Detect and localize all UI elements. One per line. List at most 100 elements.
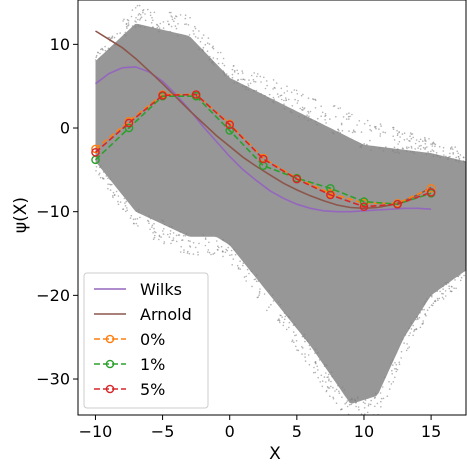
scatter-point	[392, 381, 395, 383]
scatter-point	[375, 127, 377, 130]
scatter-point	[310, 118, 312, 121]
scatter-point	[394, 362, 396, 364]
scatter-point	[314, 99, 317, 101]
scatter-point	[337, 384, 339, 387]
scatter-point	[223, 74, 226, 76]
scatter-point	[233, 69, 236, 72]
scatter-point	[416, 316, 419, 318]
scatter-point	[455, 287, 457, 290]
scatter-point	[364, 402, 366, 405]
scatter-point	[135, 17, 137, 19]
scatter-point	[363, 143, 366, 145]
scatter-point	[202, 46, 205, 49]
scatter-point	[144, 13, 146, 15]
scatter-point	[198, 242, 200, 245]
scatter-point	[149, 217, 152, 220]
scatter-point	[426, 146, 428, 148]
scatter-point	[247, 85, 250, 87]
scatter-point	[223, 71, 225, 74]
scatter-point	[117, 195, 120, 197]
scatter-point	[357, 406, 360, 408]
scatter-point	[339, 107, 342, 109]
scatter-point	[207, 37, 210, 39]
series-point	[426, 183, 436, 193]
scatter-point	[301, 346, 303, 348]
scatter-point	[304, 340, 306, 343]
scatter-point	[125, 210, 127, 213]
scatter-point	[443, 154, 445, 156]
x-tick-label: 15	[421, 422, 441, 441]
scatter-point	[388, 388, 391, 390]
scatter-point	[209, 55, 211, 58]
scatter-point	[277, 301, 280, 303]
scatter-point	[236, 82, 239, 84]
scatter-point	[321, 380, 324, 382]
scatter-point	[318, 359, 321, 361]
scatter-point	[415, 139, 418, 141]
scatter-point	[285, 97, 287, 99]
scatter-point	[283, 318, 286, 321]
scatter-point	[222, 255, 224, 258]
scatter-point	[437, 299, 439, 302]
scatter-point	[353, 398, 356, 401]
scatter-point	[458, 159, 461, 161]
scatter-point	[286, 90, 289, 92]
scatter-point	[421, 323, 423, 325]
scatter-point	[198, 30, 200, 32]
scatter-point	[112, 196, 114, 199]
scatter-point	[374, 392, 377, 395]
scatter-point	[231, 73, 234, 76]
scatter-point	[413, 152, 416, 155]
scatter-point	[442, 150, 445, 152]
scatter-point	[418, 316, 421, 319]
scatter-point	[293, 341, 295, 344]
scatter-point	[295, 89, 298, 92]
scatter-point	[426, 309, 429, 312]
scatter-point	[412, 324, 415, 327]
series-point	[326, 190, 335, 200]
scatter-point	[301, 106, 304, 109]
scatter-point	[216, 58, 219, 60]
scatter-point	[127, 19, 130, 22]
scatter-point	[397, 132, 399, 135]
scatter-point	[360, 145, 362, 147]
scatter-point	[408, 146, 410, 149]
scatter-point	[447, 282, 450, 284]
scatter-point	[179, 231, 182, 233]
scatter-point	[307, 354, 310, 356]
scatter-point	[392, 126, 395, 129]
scatter-point	[232, 258, 235, 260]
scatter-point	[208, 43, 211, 45]
scatter-point	[425, 153, 428, 155]
scatter-point	[360, 131, 363, 133]
scatter-point	[295, 345, 297, 348]
scatter-point	[111, 195, 114, 197]
scatter-point	[370, 130, 373, 132]
scatter-point	[157, 25, 160, 28]
scatter-point	[409, 332, 412, 334]
scatter-point	[434, 145, 436, 148]
y-axis-ticks: 10 0 −10 −20 −30	[36, 35, 78, 389]
scatter-point	[172, 239, 175, 241]
scatter-point	[344, 419, 346, 421]
scatter-point	[147, 8, 149, 11]
x-axis-ticks: −10 −5 0 5 10 15	[79, 415, 441, 441]
scatter-point	[266, 309, 268, 312]
scatter-point	[98, 57, 101, 60]
scatter-point	[178, 234, 181, 236]
scatter-point	[308, 112, 310, 114]
scatter-point	[385, 146, 387, 148]
scatter-point	[174, 25, 177, 27]
scatter-point	[337, 128, 339, 131]
scatter-point	[99, 52, 101, 55]
scatter-point	[301, 335, 304, 338]
scatter-point	[403, 139, 406, 141]
scatter-point	[170, 15, 172, 17]
scatter-point	[298, 115, 300, 118]
scatter-point	[255, 274, 258, 277]
scatter-point	[424, 313, 427, 316]
scatter-point	[434, 299, 437, 302]
scatter-point	[436, 290, 439, 293]
scatter-point	[115, 190, 118, 193]
scatter-point	[123, 197, 126, 200]
